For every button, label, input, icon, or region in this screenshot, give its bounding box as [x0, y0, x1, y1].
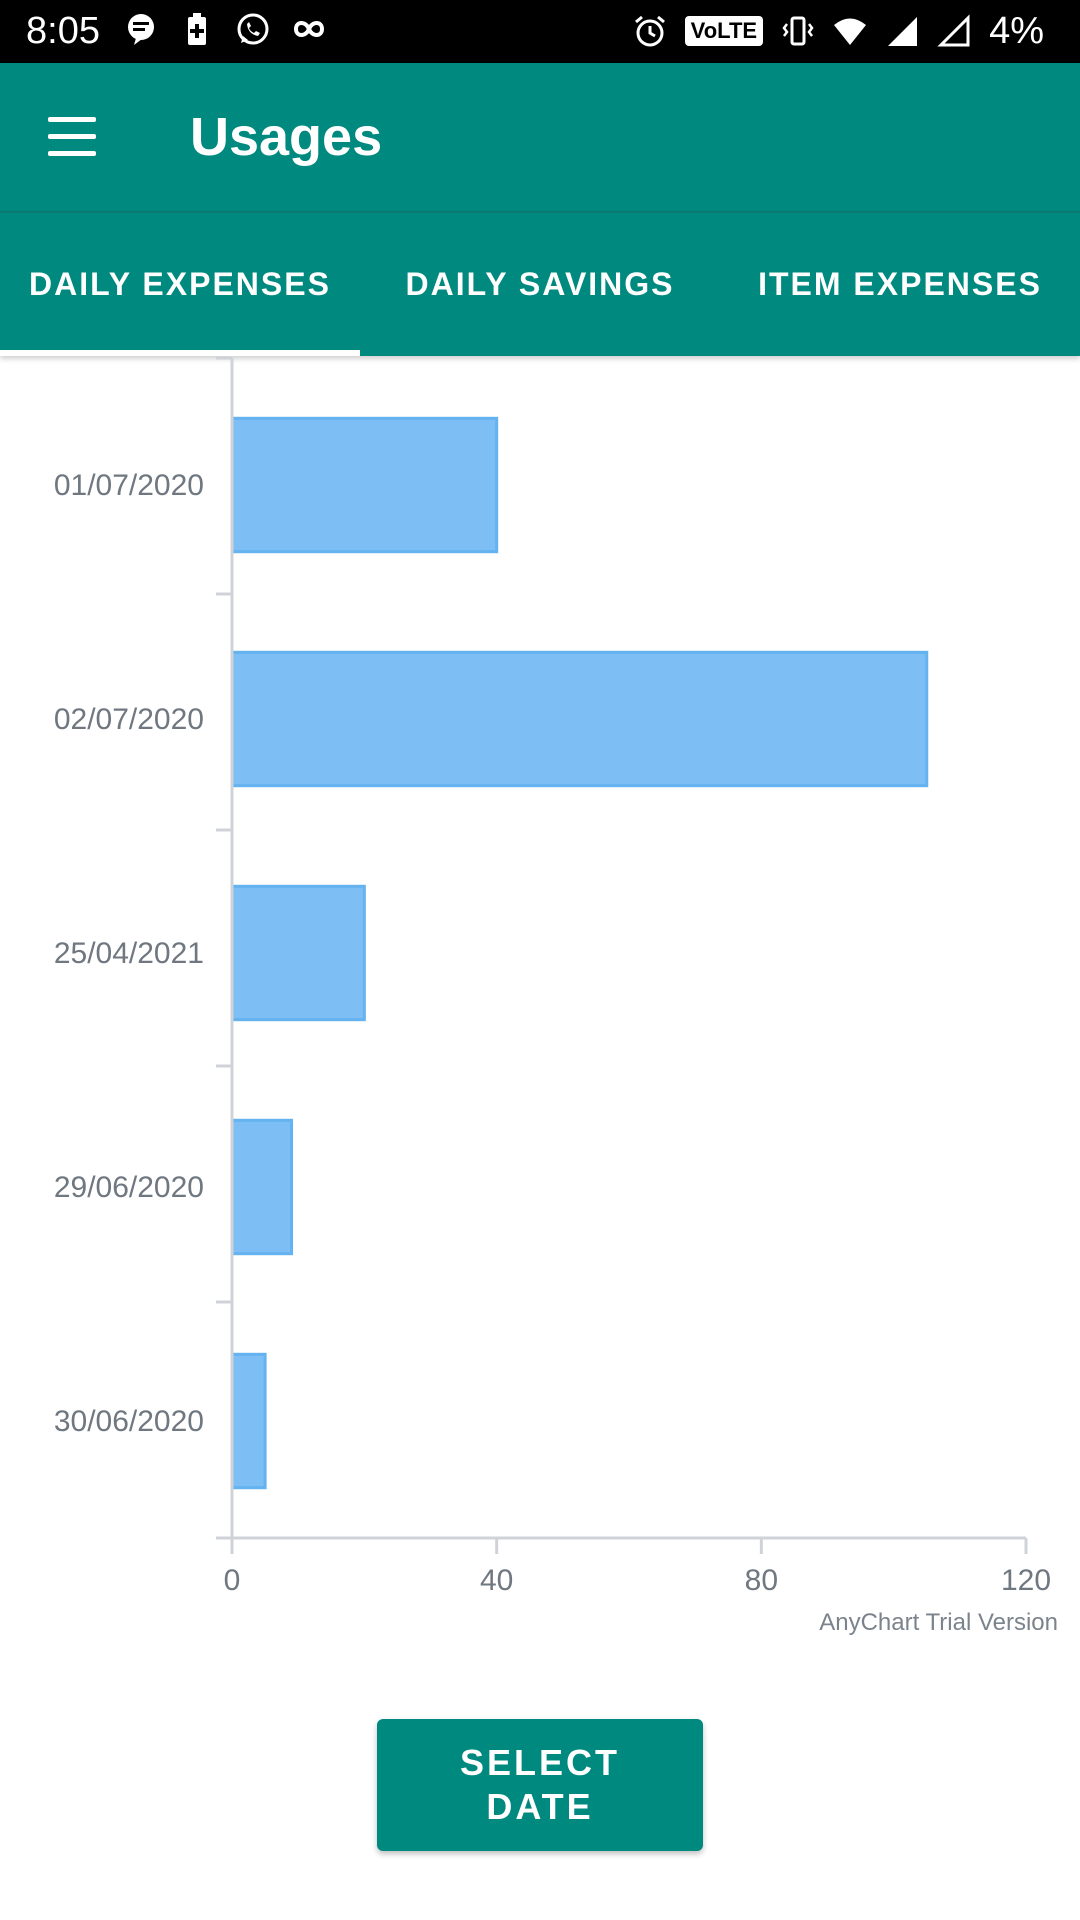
vibrate-icon — [782, 16, 814, 46]
chart-bar — [230, 884, 366, 1022]
category-label: 02/07/2020 — [54, 703, 204, 736]
infinity-icon — [293, 21, 325, 37]
signal-icon — [888, 17, 918, 46]
tab-daily-expenses[interactable]: DAILY EXPENSES — [29, 266, 331, 302]
message-icon — [128, 14, 154, 45]
chart-bar — [230, 416, 499, 554]
chart-bar — [230, 650, 929, 788]
category-label: 29/06/2020 — [54, 1171, 204, 1204]
bar-chart: 01/07/2020 02/07/2020 25/04/2021 29/06/2020… — [0, 356, 1080, 1666]
battery-saver-icon — [188, 13, 206, 45]
chart-credit: AnyChart Trial Version — [819, 1609, 1058, 1636]
x-tick-label: 120 — [1001, 1564, 1051, 1597]
app-bar: Usages — [0, 63, 1080, 211]
tab-item-expenses[interactable]: ITEM EXPENSES — [758, 266, 1042, 302]
volte-badge: VoLTE — [684, 16, 764, 46]
category-label: 30/06/2020 — [54, 1405, 204, 1438]
x-tick-label: 0 — [224, 1564, 241, 1597]
x-tick-label: 40 — [480, 1564, 513, 1597]
signal-empty-icon — [937, 14, 970, 47]
chart-bar — [230, 1352, 267, 1490]
tab-daily-savings[interactable]: DAILY SAVINGS — [405, 266, 675, 302]
x-tick-label: 80 — [745, 1564, 778, 1597]
page-title: Usages — [190, 107, 383, 167]
chart-bar — [230, 1118, 294, 1256]
tab-bar: DAILY EXPENSES DAILY SAVINGS ITEM EXPENS… — [0, 211, 1080, 356]
tab-selected-indicator — [0, 350, 360, 356]
labels-layer: 01/07/2020 02/07/2020 25/04/2021 29/06/2020… — [54, 469, 1051, 1597]
alarm-icon — [634, 15, 665, 47]
axis-layer — [216, 356, 1028, 1554]
status-left-icons — [124, 12, 326, 46]
category-label: 01/07/2020 — [54, 469, 204, 502]
battery-percentage: 4% — [989, 10, 1044, 52]
select-date-button[interactable]: SELECT DATE — [377, 1719, 703, 1851]
status-right-icons: VoLTE 4% — [633, 8, 1044, 54]
status-bar: 8:05 VoLTE 4% — [0, 0, 1080, 63]
status-time: 8:05 — [26, 10, 100, 52]
bar-chart-svg: 01/07/2020 02/07/2020 25/04/2021 29/06/2020… — [54, 356, 1058, 1636]
bars-layer — [230, 416, 929, 1490]
whatsapp-icon — [237, 13, 269, 45]
category-label: 25/04/2021 — [54, 937, 204, 970]
hamburger-menu-icon[interactable] — [40, 107, 104, 167]
wifi-icon — [834, 18, 867, 45]
